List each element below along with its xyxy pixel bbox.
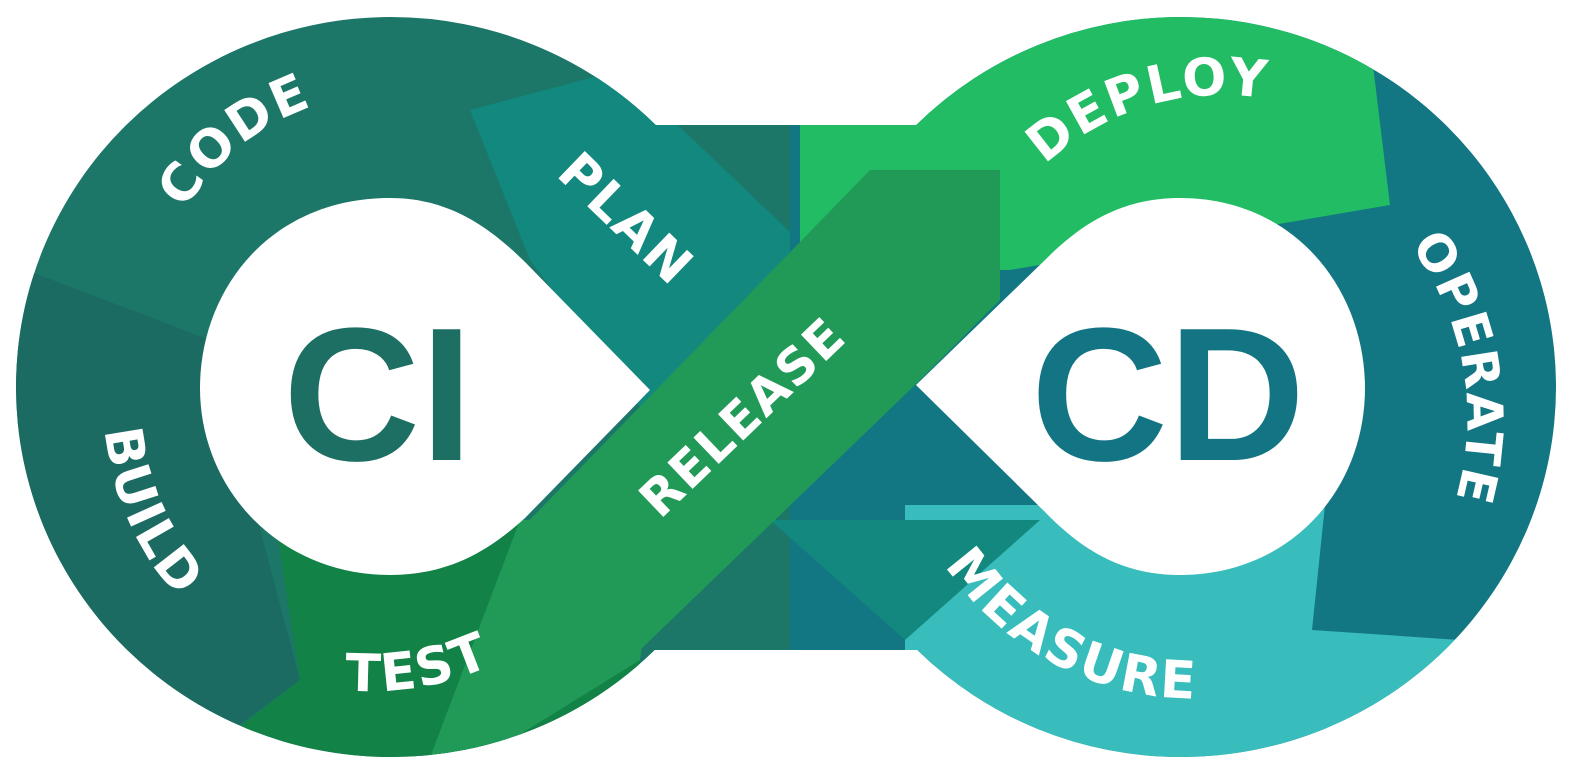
segment-measure [905,505,1460,757]
cd-hole [916,198,1365,575]
segment-release-diagonal [520,170,1000,650]
ci-hole [200,198,650,575]
ci-label: CI [283,289,473,501]
segment-crossover [770,520,1040,640]
cd-label: CD [1031,289,1305,501]
